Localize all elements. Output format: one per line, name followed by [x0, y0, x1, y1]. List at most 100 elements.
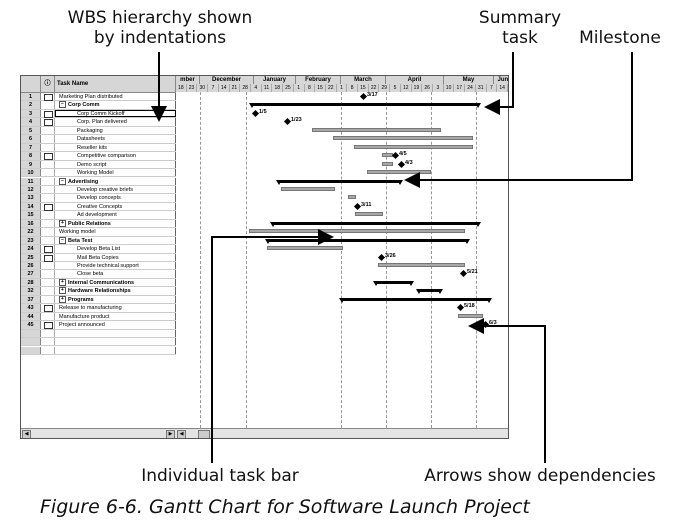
table-row[interactable]: 45 Project announced	[21, 321, 176, 330]
task-name-cell[interactable]: Develop creative briefs	[55, 185, 176, 194]
task-name-cell[interactable]: Working Model	[55, 169, 176, 177]
note-indicator-icon[interactable]	[44, 94, 53, 101]
table-row[interactable]: 25 Mail Beta Copies	[21, 253, 176, 262]
expand-icon[interactable]: +	[59, 278, 66, 286]
task-name-cell[interactable]: Develop concepts	[55, 194, 176, 202]
task-bar[interactable]	[249, 229, 465, 234]
table-row[interactable]: 4 Corp. Plan delivered	[21, 118, 176, 127]
note-indicator-icon[interactable]	[44, 254, 53, 262]
task-name-cell[interactable]: + Public Relations	[55, 219, 176, 228]
note-indicator-icon[interactable]	[44, 119, 53, 127]
summary-task-bar[interactable]	[270, 221, 481, 227]
task-name-header[interactable]: Task Name	[55, 76, 176, 92]
row-id[interactable]: 26	[21, 262, 41, 270]
table-row[interactable]: 22 Working model	[21, 228, 176, 237]
row-id[interactable]: 3	[21, 109, 41, 118]
table-row[interactable]: 9 Demo script	[21, 160, 176, 170]
task-name-cell[interactable]: Reseller kits	[55, 143, 176, 152]
summary-task-bar[interactable]	[276, 179, 403, 185]
summary-task-bar[interactable]	[339, 297, 492, 303]
note-indicator-icon[interactable]	[44, 110, 53, 118]
table-row[interactable]: 3 Corp Comm Kickoff	[21, 109, 176, 119]
row-id[interactable]: 37	[21, 295, 41, 304]
table-row[interactable]: 16 + Public Relations	[21, 219, 176, 229]
row-id[interactable]: 15	[21, 211, 41, 219]
table-row[interactable]: 32 + Hardware Relationships	[21, 287, 176, 296]
task-name-cell[interactable]: Datasheets	[55, 135, 176, 143]
task-name-cell[interactable]: Manufacture product	[55, 312, 176, 321]
scroll-right-button[interactable]: ▶	[166, 430, 175, 438]
table-row[interactable]: 23 − Beta Test	[21, 236, 176, 246]
table-row[interactable]: 24 Develop Beta List	[21, 245, 176, 254]
task-name-cell[interactable]	[55, 329, 176, 338]
task-name-cell[interactable]: Mail Beta Copies	[55, 253, 176, 261]
task-name-cell[interactable]: + Internal Communications	[55, 278, 176, 287]
task-bar[interactable]	[333, 136, 473, 141]
row-id[interactable]	[21, 338, 41, 346]
table-row[interactable]: 2 − Corp Comm	[21, 101, 176, 110]
row-id[interactable]: 16	[21, 219, 41, 228]
expand-icon[interactable]: +	[59, 287, 66, 295]
summary-task-bar[interactable]	[373, 280, 414, 286]
task-name-cell[interactable]: Project announced	[55, 321, 176, 329]
task-name-cell[interactable]: Creative Concepts	[55, 202, 176, 211]
row-id[interactable]: 7	[21, 143, 41, 152]
task-bar[interactable]	[355, 212, 383, 217]
summary-task-bar[interactable]	[265, 238, 470, 244]
table-row[interactable]: 12 Develop creative briefs	[21, 185, 176, 195]
row-id[interactable]: 4	[21, 118, 41, 126]
note-indicator-icon[interactable]	[44, 322, 53, 330]
row-id[interactable]: 1	[21, 93, 41, 101]
row-id[interactable]: 11	[21, 177, 41, 185]
row-id[interactable]: 44	[21, 312, 41, 321]
row-id[interactable]: 23	[21, 236, 41, 245]
row-id[interactable]: 25	[21, 253, 41, 261]
note-indicator-icon[interactable]	[44, 305, 53, 313]
task-name-cell[interactable]: Provide technical support	[55, 262, 176, 270]
task-name-cell[interactable]: Demo script	[55, 160, 176, 169]
row-id[interactable]	[21, 329, 41, 338]
indicators-header-icon[interactable]: ⓘ	[41, 76, 55, 92]
summary-task-bar[interactable]	[249, 103, 481, 109]
task-bar[interactable]	[367, 170, 431, 175]
task-name-cell[interactable]: Working model	[55, 228, 176, 236]
sheet-scrollbar[interactable]: ◀ ▶	[21, 428, 176, 438]
row-id[interactable]: 2	[21, 101, 41, 109]
task-name-cell[interactable]: + Hardware Relationships	[55, 287, 176, 295]
note-indicator-icon[interactable]	[44, 246, 53, 254]
task-name-cell[interactable]: − Advertising	[55, 177, 176, 185]
collapse-icon[interactable]: −	[59, 177, 66, 185]
timeline-scroll-left-button[interactable]: ◀	[177, 430, 186, 438]
task-name-cell[interactable]: Marketing Plan distributed	[55, 93, 176, 101]
expand-icon[interactable]: +	[59, 219, 66, 227]
row-id[interactable]: 28	[21, 278, 41, 287]
task-bar[interactable]	[312, 127, 441, 132]
task-name-cell[interactable]: Packaging	[55, 126, 176, 135]
collapse-icon[interactable]: −	[59, 236, 66, 244]
task-name-cell[interactable]: Competitive comparison	[55, 152, 176, 160]
table-row[interactable]: 13 Develop concepts	[21, 194, 176, 203]
row-id[interactable]: 12	[21, 185, 41, 194]
task-bar[interactable]	[378, 263, 465, 267]
table-row[interactable]	[21, 329, 176, 339]
table-row[interactable]: 7 Reseller kits	[21, 143, 176, 153]
row-id[interactable]: 32	[21, 287, 41, 295]
row-id[interactable]: 9	[21, 160, 41, 169]
table-row[interactable]: 6 Datasheets	[21, 135, 176, 144]
table-row[interactable]: 27 Close beta	[21, 270, 176, 279]
row-id[interactable]: 24	[21, 245, 41, 253]
row-id[interactable]: 10	[21, 169, 41, 177]
task-name-cell[interactable]: Corp. Plan delivered	[55, 118, 176, 126]
timeline-scroll-thumb[interactable]	[198, 430, 210, 438]
table-row[interactable]: 28 + Internal Communications	[21, 278, 176, 288]
summary-task-bar[interactable]	[416, 289, 443, 295]
table-row[interactable]: 14 Creative Concepts	[21, 202, 176, 212]
task-bar[interactable]	[458, 313, 483, 318]
table-row[interactable]: 44 Manufacture product	[21, 312, 176, 322]
task-name-cell[interactable]: Release to manufacturing	[55, 304, 176, 312]
task-bar[interactable]	[354, 144, 473, 149]
timeline-scrollbar[interactable]: ◀	[176, 428, 508, 438]
task-name-cell[interactable]: Develop Beta List	[55, 245, 176, 253]
row-id[interactable]: 8	[21, 152, 41, 160]
note-indicator-icon[interactable]	[44, 203, 53, 211]
